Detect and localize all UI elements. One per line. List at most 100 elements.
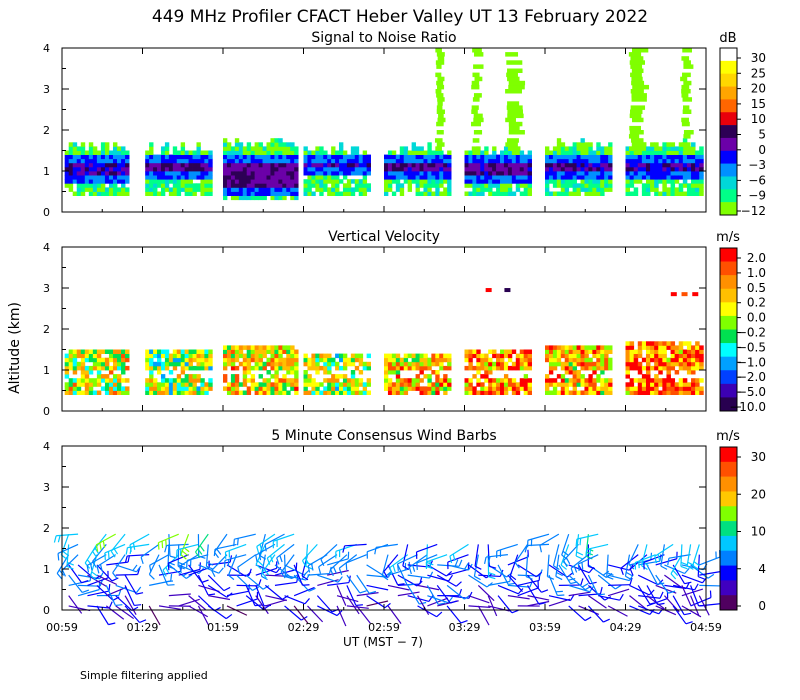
wind-barb-staff <box>264 533 285 545</box>
snr-cell <box>699 191 704 196</box>
wind-barb-staff <box>338 554 358 569</box>
vv-cell <box>431 386 436 391</box>
time-tick-label: 01:29 <box>127 621 159 634</box>
snr-cell <box>492 162 497 168</box>
wind-barb-feather <box>279 555 283 563</box>
snr-cell <box>157 158 162 164</box>
vv-cell <box>164 357 170 363</box>
snr-cell <box>515 171 521 176</box>
snr-cell <box>242 166 248 172</box>
snr-high-echo-cell <box>506 138 519 143</box>
vv-cell <box>556 361 562 367</box>
wind-barb-staff <box>367 543 389 553</box>
snr-cell <box>645 183 651 188</box>
snr-cell <box>472 166 477 172</box>
snr-cell <box>527 158 532 164</box>
snr-cell <box>395 162 401 168</box>
wind-barb-staff <box>496 543 518 552</box>
vv-cell <box>480 357 485 363</box>
snr-cell <box>266 183 271 188</box>
vv-cell <box>254 365 259 371</box>
snr-cell <box>625 183 630 188</box>
wind-barb-feather <box>180 554 187 560</box>
vv-cell <box>476 357 481 363</box>
snr-cell <box>399 171 405 176</box>
vv-cell <box>208 382 213 387</box>
wind-barb-staff <box>681 605 702 618</box>
snr-cell <box>76 171 82 176</box>
snr-cell <box>323 175 328 180</box>
vv-cell <box>691 378 696 383</box>
vv-cell <box>403 357 409 363</box>
vv-colorbar-label: 0.5 <box>747 281 766 295</box>
snr-cell <box>650 154 655 160</box>
snr-cell <box>180 142 186 147</box>
vv-colorbar-unit: m/s <box>716 230 740 245</box>
vv-cell <box>88 365 94 371</box>
snr-cell <box>670 183 676 188</box>
snr-cell <box>64 171 70 176</box>
figure-title: 449 MHz Profiler CFACT Heber Valley UT 1… <box>152 7 648 27</box>
snr-cell <box>670 175 676 180</box>
vv-cell <box>500 386 505 391</box>
snr-cell <box>315 175 320 180</box>
vv-cell <box>637 378 643 383</box>
snr-cell <box>472 154 477 160</box>
vv-cell <box>488 386 493 391</box>
wind-barb-feather <box>680 561 688 566</box>
vv-cell <box>172 349 178 354</box>
vv-cell <box>548 361 554 367</box>
snr-cell <box>180 179 186 184</box>
vv-cell <box>319 357 324 363</box>
snr-cell <box>323 183 328 188</box>
snr-cell <box>100 171 106 176</box>
snr-cell <box>588 171 593 176</box>
vv-cell <box>76 390 82 395</box>
vv-cell <box>226 386 232 391</box>
vv-cell <box>645 365 651 371</box>
snr-cell <box>226 154 232 160</box>
wind-barb-feather <box>584 616 592 622</box>
vv-cell <box>100 365 106 371</box>
snr-cell <box>223 138 228 143</box>
vv-cell <box>674 353 680 359</box>
snr-cell <box>80 175 86 180</box>
snr-cell <box>108 166 114 172</box>
snr-cell <box>323 171 328 176</box>
snr-cell <box>230 187 236 192</box>
vv-cell <box>278 353 283 359</box>
snr-cell <box>112 175 118 180</box>
vv-cell <box>686 353 692 359</box>
snr-cell <box>204 187 209 192</box>
snr-cell <box>307 179 312 184</box>
vv-cell <box>157 390 162 395</box>
vv-cell <box>72 357 78 363</box>
snr-cell <box>164 154 170 160</box>
snr-cell <box>282 179 287 184</box>
wind-barb-feather <box>625 571 633 577</box>
snr-cell <box>254 162 259 168</box>
wind-barb-staff <box>293 605 309 624</box>
vv-cell <box>262 349 267 354</box>
wind-barb-staff <box>149 554 170 566</box>
vv-cell <box>303 374 308 379</box>
vv-cell <box>274 365 279 371</box>
snr-high-echo-cell <box>508 130 525 135</box>
snr-cell <box>686 162 692 168</box>
snr-high-echo-cell <box>682 109 692 114</box>
snr-cell <box>476 187 481 192</box>
snr-cell <box>342 166 348 172</box>
vv-cell <box>515 361 521 367</box>
snr-cell <box>230 191 236 196</box>
wind-barb-feather <box>436 611 443 618</box>
snr-cell <box>435 191 440 196</box>
vv-cell <box>350 374 356 379</box>
vv-cell <box>294 370 299 375</box>
wind-barb-feather <box>161 541 164 549</box>
vv-cell <box>335 361 340 367</box>
snr-cell <box>468 166 473 172</box>
vv-cell <box>366 390 371 395</box>
vv-cell <box>311 378 316 383</box>
wind-barb-staff <box>607 574 630 582</box>
